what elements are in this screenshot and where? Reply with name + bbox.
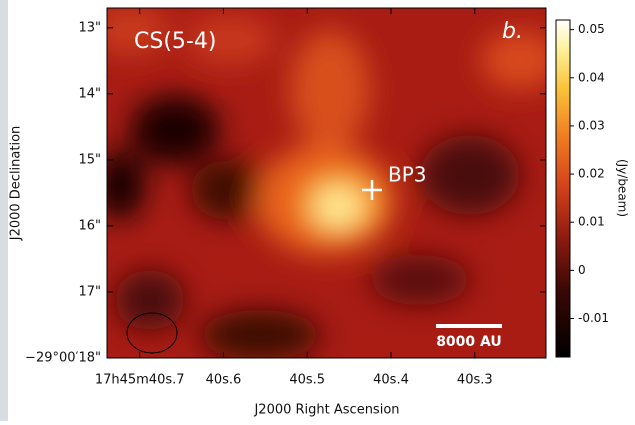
y-tick-label: 14" — [78, 86, 101, 101]
colorbar-tick-label: 0 — [578, 263, 586, 277]
colorbar-tick-label: 0.05 — [578, 22, 605, 36]
colorbar-label: (Jy/beam) — [616, 159, 630, 217]
y-axis-label: J2000 Declination — [9, 126, 24, 242]
x-tick-label: 17h45m40s.7 — [95, 373, 185, 388]
x-tick-label: 40s.4 — [373, 373, 409, 388]
colorbar-tick-label: 0.01 — [578, 215, 605, 229]
x-tick-label: 40s.6 — [206, 373, 242, 388]
y-tick-label: 17" — [78, 284, 101, 299]
plot-frame — [106, 7, 547, 359]
colorbar-tick-label: -0.01 — [578, 311, 609, 325]
y-tick-label: 15" — [78, 152, 101, 167]
beam — [126, 312, 178, 354]
heatmap — [107, 8, 546, 358]
chart-title: CS(5-4) — [134, 29, 216, 54]
panel-label: b. — [502, 19, 523, 44]
x-tick-label: 40s.3 — [457, 373, 493, 388]
y-tick-label: 16" — [78, 218, 101, 233]
y-tick-label: −29°00′18" — [25, 351, 101, 366]
x-tick-label: 40s.5 — [289, 373, 325, 388]
scale-bar-label: 8000 AU — [436, 334, 502, 350]
colorbar-tick-label: 0.03 — [578, 118, 605, 132]
colorbar-tick-label: 0.04 — [578, 70, 605, 84]
window-edge — [0, 0, 8, 421]
colorbar-tick-label: 0.02 — [578, 167, 605, 181]
source-label: BP3 — [388, 163, 427, 187]
source-marker — [362, 180, 382, 200]
x-axis-label: J2000 Right Ascension — [253, 403, 399, 418]
y-tick-label: 13" — [78, 20, 101, 35]
colorbar — [555, 19, 571, 358]
